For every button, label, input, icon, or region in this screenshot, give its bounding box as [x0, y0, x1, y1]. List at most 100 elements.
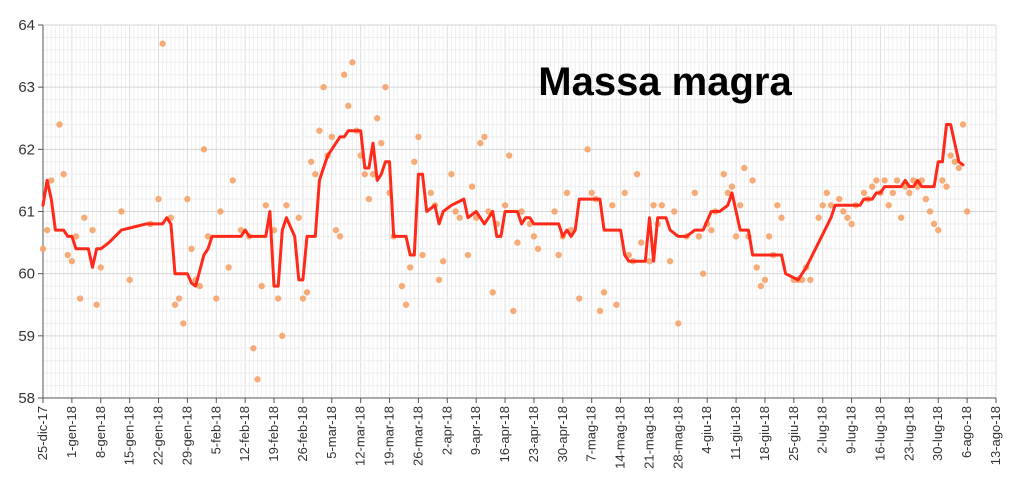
trend-line-path	[41, 123, 965, 288]
data-point	[807, 276, 814, 284]
x-tick-label: 28-mag-18	[670, 406, 685, 469]
y-tick-label: 60	[18, 266, 35, 283]
data-point	[609, 202, 616, 209]
x-tick-label: 19-feb-18	[266, 406, 281, 462]
data-point	[411, 158, 418, 165]
x-tick-label: 18-giu-18	[757, 406, 772, 461]
data-point	[398, 282, 406, 290]
data-point	[468, 183, 476, 190]
data-point	[613, 301, 620, 308]
data-point	[518, 208, 525, 215]
data-point	[464, 251, 472, 259]
data-point	[658, 202, 666, 209]
data-point	[382, 83, 389, 91]
data-point	[757, 282, 765, 290]
x-tick-label: 9-apr-18	[468, 406, 483, 455]
data-point	[307, 158, 315, 165]
data-point	[180, 320, 187, 327]
x-tick-label: 6-ago-18	[959, 406, 974, 458]
x-tick-label: 30-apr-18	[555, 406, 570, 462]
data-point	[510, 307, 517, 315]
data-point	[691, 189, 699, 197]
data-point	[951, 158, 958, 165]
data-point	[534, 245, 542, 252]
data-point	[369, 171, 377, 178]
data-point	[312, 171, 319, 178]
data-point	[955, 164, 963, 172]
y-tick-label: 63	[18, 79, 35, 96]
x-tick-label: 12-feb-18	[237, 406, 252, 462]
y-tick-label: 59	[18, 328, 35, 345]
x-tick-label: 2-apr-18	[439, 406, 454, 455]
data-point	[885, 202, 892, 209]
x-tick-label: 25-dic-17	[35, 406, 50, 460]
data-point	[926, 208, 934, 215]
data-point	[555, 251, 562, 259]
data-point	[753, 264, 760, 271]
x-tick-label: 5-mar-18	[324, 406, 339, 459]
x-tick-label: 4-giu-18	[699, 406, 714, 454]
data-point	[204, 233, 212, 240]
data-point	[600, 289, 608, 296]
data-point	[860, 189, 868, 197]
data-point	[563, 189, 571, 197]
data-point	[815, 214, 822, 221]
data-point	[741, 164, 748, 172]
x-tick-label: 23-apr-18	[526, 406, 541, 462]
data-point	[295, 214, 302, 221]
data-point	[159, 40, 166, 47]
data-point	[584, 146, 591, 153]
data-point	[452, 208, 459, 215]
x-tick-label: 11-giu-18	[728, 406, 743, 460]
data-point	[365, 195, 373, 203]
data-point	[737, 202, 744, 209]
data-point	[596, 307, 604, 315]
data-point	[576, 295, 583, 302]
data-point	[633, 171, 641, 178]
data-point	[332, 226, 340, 234]
data-point	[489, 289, 496, 296]
y-tick-label: 58	[18, 390, 35, 407]
data-point	[427, 189, 435, 197]
data-point	[378, 139, 385, 147]
data-point	[448, 171, 455, 178]
data-point	[840, 208, 847, 215]
data-point	[774, 202, 781, 209]
trend-line	[41, 123, 965, 288]
data-point	[906, 189, 913, 197]
grid	[42, 24, 997, 399]
data-point	[765, 233, 773, 240]
data-point	[844, 214, 851, 221]
data-point	[551, 208, 558, 215]
data-point	[200, 146, 208, 153]
data-point	[72, 233, 80, 240]
data-point	[97, 264, 104, 271]
data-point	[406, 264, 414, 271]
data-point	[650, 202, 657, 209]
data-point	[93, 301, 100, 308]
data-point	[947, 152, 954, 159]
data-point	[60, 171, 67, 178]
data-point	[336, 233, 344, 240]
data-point	[481, 133, 488, 141]
data-point	[43, 226, 51, 234]
data-point	[456, 214, 463, 221]
x-tick-label: 13-ago-18	[988, 406, 1003, 465]
data-point	[778, 214, 785, 221]
data-point	[68, 258, 76, 265]
y-tick-labels: 58 59 60 61 62 63 64	[18, 17, 35, 407]
data-point	[588, 189, 595, 197]
x-tick-label: 26-mar-18	[410, 406, 425, 466]
data-point	[229, 177, 236, 184]
data-point	[213, 295, 220, 302]
data-point	[530, 233, 538, 240]
data-point	[415, 133, 422, 141]
data-point	[126, 276, 133, 284]
data-point	[402, 301, 410, 308]
x-tick-label: 1-gen-18	[64, 406, 79, 458]
data-point	[881, 177, 888, 184]
data-point	[505, 152, 513, 159]
data-point	[621, 189, 628, 197]
data-point	[118, 208, 125, 215]
data-point	[869, 183, 876, 190]
